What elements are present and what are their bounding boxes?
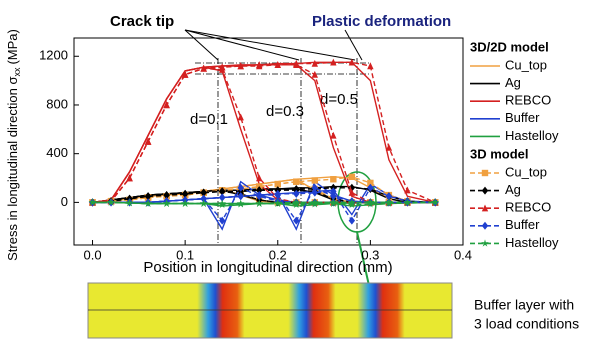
contour-image xyxy=(88,283,452,338)
y-axis-label: Stress in longitudinal direction σxx (MPa… xyxy=(5,29,22,261)
legend-label: Buffer xyxy=(505,217,540,232)
annotation: d=0.3 xyxy=(266,103,304,120)
series-line xyxy=(93,67,436,202)
legend-title: 3D/2D model xyxy=(470,39,549,54)
marker xyxy=(312,177,318,183)
legend-label: Ag xyxy=(505,182,521,197)
legend-label: Hastelloy xyxy=(505,128,559,143)
marker xyxy=(404,187,410,194)
marker xyxy=(330,132,336,139)
plot-frame xyxy=(74,38,463,245)
y-axis-label-unit: (MPa) xyxy=(5,29,20,64)
legend-marker xyxy=(482,222,488,230)
marker xyxy=(349,174,355,180)
x-tick-label: 0.0 xyxy=(83,247,101,262)
chart: Crack tip Plastic deformation d=0.1 d=0.… xyxy=(0,0,603,342)
series-line xyxy=(93,62,436,202)
y-axis-label-sub: xx xyxy=(12,67,22,77)
y-tick-label: 800 xyxy=(46,96,68,111)
legend-label: Buffer xyxy=(505,110,540,125)
marker xyxy=(330,176,336,182)
legend-label: Cu_top xyxy=(505,57,547,72)
arrows xyxy=(185,30,362,60)
legend-title: 3D model xyxy=(470,146,529,161)
annotation: d=0.1 xyxy=(190,111,228,128)
marker xyxy=(293,178,299,184)
y-axis-label-text: Stress in longitudinal direction σ xyxy=(5,77,20,261)
y-tick-label: 1200 xyxy=(39,48,68,63)
series-line xyxy=(93,65,436,203)
x-tick-label: 0.2 xyxy=(269,247,287,262)
series-line xyxy=(93,62,436,202)
legend-label: Ag xyxy=(505,75,521,90)
legend-label: REBCO xyxy=(505,200,551,215)
x-tick-label: 0.1 xyxy=(176,247,194,262)
y-tick-label: 400 xyxy=(46,145,68,160)
legend-marker xyxy=(482,170,488,176)
legend-label: Hastelloy xyxy=(505,235,559,250)
marker xyxy=(238,113,244,120)
x-tick-label: 0.3 xyxy=(361,247,379,262)
x-tick-label: 0.4 xyxy=(454,247,472,262)
legend-label: Cu_top xyxy=(505,164,547,179)
legend-marker xyxy=(482,187,488,195)
annotation: d=0.5 xyxy=(320,91,358,108)
series-line xyxy=(93,65,436,203)
y-tick-label: 0 xyxy=(61,194,68,209)
annotation: Crack tip xyxy=(110,13,174,30)
inset-caption: Buffer layer with xyxy=(474,297,574,313)
legend-label: REBCO xyxy=(505,93,551,108)
annotation: Plastic deformation xyxy=(312,13,451,30)
inset-caption: 3 load conditions xyxy=(474,316,579,332)
guide-lines xyxy=(195,58,370,245)
